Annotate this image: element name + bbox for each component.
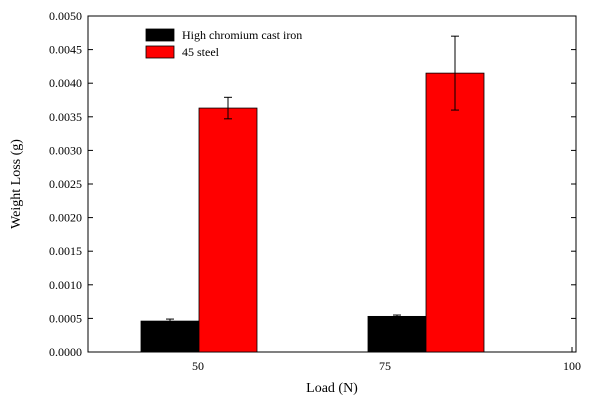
y-tick-label: 0.0005 [49, 311, 82, 325]
legend-label-45-steel: 45 steel [182, 45, 220, 59]
y-tick-label: 0.0050 [49, 9, 82, 23]
y-tick-label: 0.0035 [49, 110, 82, 124]
bar-high-chromium-75 [367, 315, 427, 353]
legend-swatch-high-chromium [145, 28, 175, 42]
y-tick-label: 0.0025 [49, 177, 82, 191]
x-tick-label: 100 [563, 359, 581, 373]
legend-label-high-chromium: High chromium cast iron [182, 28, 302, 42]
y-axis-label: Weight Loss (g) [9, 139, 24, 229]
x-tick-label: 50 [192, 359, 204, 373]
y-tick-label: 0.0040 [49, 76, 82, 90]
plot-frame [87, 15, 577, 353]
y-tick-label: 0.0010 [49, 278, 82, 292]
y-tick-label: 0.0015 [49, 244, 82, 258]
x-tick-label: 75 [379, 359, 391, 373]
bar-high-chromium-50 [140, 320, 200, 353]
bar-45-steel-75 [425, 72, 485, 353]
y-tick-label: 0.0000 [49, 345, 82, 359]
legend-swatch-45-steel [145, 45, 175, 59]
x-axis-label: Load (N) [306, 381, 358, 396]
y-tick-label: 0.0020 [49, 211, 82, 225]
y-tick-label: 0.0045 [49, 43, 82, 57]
legend: High chromium cast iron 45 steel [145, 28, 302, 59]
bar-45-steel-50 [198, 107, 258, 353]
y-tick-label: 0.0030 [49, 143, 82, 157]
